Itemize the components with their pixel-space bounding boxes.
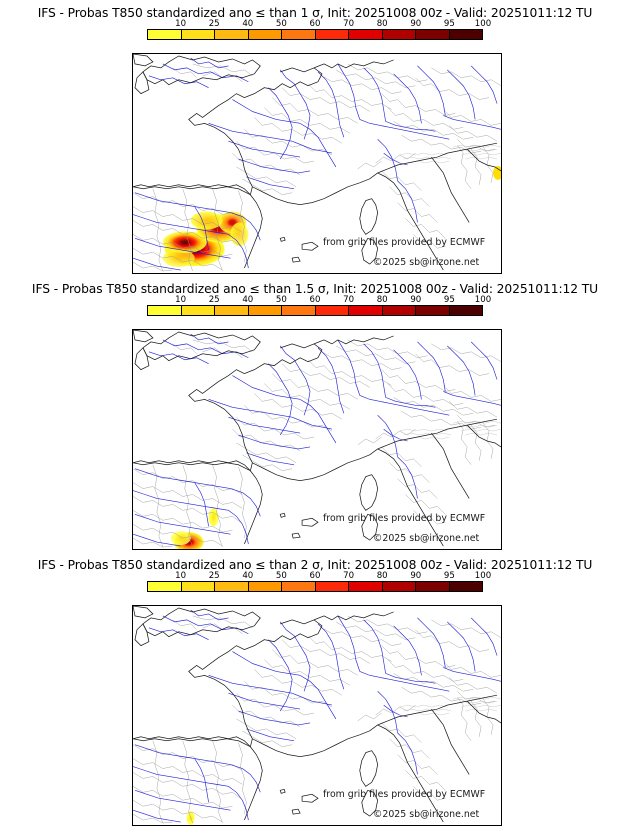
colorbar-legend: 10 25 40 50 60 70 80 90 95 100 [147,19,491,41]
colorbar-tick-label: 40 [242,19,254,29]
colorbar-legend: 10 25 40 50 60 70 80 90 95 100 [147,571,491,593]
colorbar-tick-label: 40 [242,295,254,305]
colorbar-band-25 [180,30,214,39]
colorbar-band-10 [148,30,181,39]
map-canvas[interactable]: from grib files provided by ECMWF ©2025 … [132,605,502,826]
colorbar-band-60 [281,582,315,591]
colorbar-band-80 [348,306,382,315]
colorbar-ticks: 10 25 40 50 60 70 80 90 95 100 [147,295,491,306]
colorbar-band-40 [214,582,248,591]
colorbar-band-70 [314,30,348,39]
colorbar-tick-label: 40 [242,571,254,581]
probability-field [170,508,219,549]
admin-boundaries [133,615,501,824]
colorbar-tick-label: 95 [443,19,455,29]
colorbar-band-50 [247,306,281,315]
colorbar-gradient [147,305,483,316]
colorbar-tick-label: 70 [343,19,355,29]
colorbar-tick-label: 50 [275,295,287,305]
colorbar-band-60 [281,306,315,315]
colorbar-tick-label: 80 [376,19,388,29]
colorbar-tick-label: 60 [309,19,321,29]
rivers [133,333,501,547]
probability-field [162,165,501,268]
probability-panel-2-sigma: IFS - Probas T850 standardized ano ≤ tha… [0,552,630,828]
relief-shading [399,696,501,716]
colorbar-tick-label: 100 [474,19,492,29]
colorbar-band-80 [348,582,382,591]
colorbar-band-90 [381,582,415,591]
colorbar-tick-label: 80 [376,571,388,581]
colorbar-band-100 [448,306,482,315]
colorbar-band-40 [214,30,248,39]
relief-shading [399,144,501,164]
colorbar-tick-label: 10 [175,19,187,29]
colorbar-ticks: 10 25 40 50 60 70 80 90 95 100 [147,571,491,582]
colorbar-ticks: 10 25 40 50 60 70 80 90 95 100 [147,19,491,30]
colorbar-tick-label: 90 [410,571,422,581]
colorbar-band-100 [448,582,482,591]
colorbar-band-95 [415,306,449,315]
panel-title: IFS - Probas T850 standardized ano ≤ tha… [37,558,593,572]
colorbar-band-40 [214,306,248,315]
colorbar-band-100 [448,30,482,39]
colorbar-tick-label: 10 [175,295,187,305]
colorbar-band-50 [247,30,281,39]
colorbar-tick-label: 70 [343,295,355,305]
colorbar-tick-label: 100 [474,295,492,305]
colorbar-band-10 [148,306,181,315]
colorbar-band-25 [180,306,214,315]
colorbar-band-25 [180,582,214,591]
colorbar-tick-label: 50 [275,19,287,29]
colorbar-tick-label: 25 [208,295,220,305]
colorbar-tick-label: 95 [443,295,455,305]
colorbar-gradient [147,29,483,40]
colorbar-band-90 [381,306,415,315]
colorbar-legend: 10 25 40 50 60 70 80 90 95 100 [147,295,491,317]
colorbar-band-80 [348,30,382,39]
map-canvas[interactable]: from grib files provided by ECMWF ©2025 … [132,53,502,274]
panel-title: IFS - Probas T850 standardized ano ≤ tha… [31,282,599,296]
colorbar-tick-label: 60 [309,571,321,581]
colorbar-band-95 [415,30,449,39]
colorbar-tick-label: 80 [376,295,388,305]
colorbar-band-70 [314,582,348,591]
colorbar-tick-label: 95 [443,571,455,581]
colorbar-tick-label: 25 [208,19,220,29]
colorbar-band-90 [381,30,415,39]
colorbar-band-10 [148,582,181,591]
probability-panel-1-sigma: IFS - Probas T850 standardized ano ≤ tha… [0,0,630,276]
colorbar-tick-label: 100 [474,571,492,581]
rivers [133,609,501,823]
colorbar-band-60 [281,30,315,39]
colorbar-band-70 [314,306,348,315]
colorbar-tick-label: 60 [309,295,321,305]
colorbar-gradient [147,581,483,592]
admin-boundaries [133,339,501,548]
map-canvas[interactable]: from grib files provided by ECMWF ©2025 … [132,329,502,550]
panel-title: IFS - Probas T850 standardized ano ≤ tha… [37,6,593,20]
colorbar-tick-label: 10 [175,571,187,581]
colorbar-tick-label: 90 [410,19,422,29]
colorbar-tick-label: 90 [410,295,422,305]
colorbar-tick-label: 25 [208,571,220,581]
probability-panel-1p5-sigma: IFS - Probas T850 standardized ano ≤ tha… [0,276,630,552]
colorbar-band-95 [415,582,449,591]
colorbar-tick-label: 50 [275,571,287,581]
colorbar-band-50 [247,582,281,591]
relief-shading [399,420,501,440]
colorbar-tick-label: 70 [343,571,355,581]
